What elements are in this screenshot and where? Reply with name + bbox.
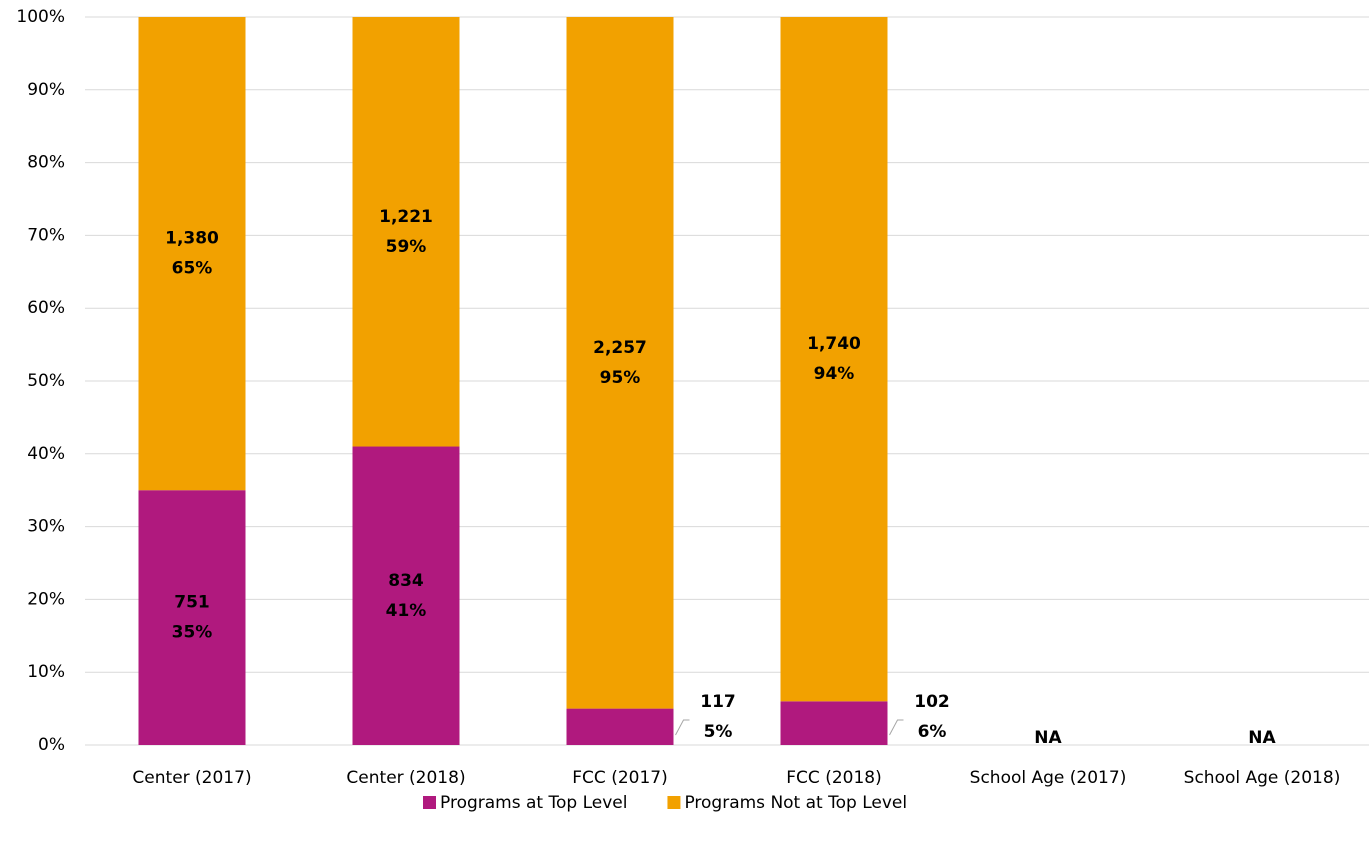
x-tick-label: School Age (2018)	[1184, 768, 1341, 788]
bar-segment	[138, 17, 246, 491]
y-tick-label: 100%	[16, 7, 65, 27]
y-tick-label: 60%	[27, 298, 65, 318]
leader-line	[889, 719, 904, 736]
y-tick-label: 90%	[27, 80, 65, 100]
legend-swatch	[423, 796, 436, 809]
count-label: 834	[388, 571, 424, 591]
y-tick-label: 30%	[27, 517, 65, 537]
y-tick-label: 20%	[27, 589, 65, 609]
value-label: 41%	[386, 601, 427, 621]
count-label: 102	[914, 692, 950, 712]
x-tick-label: FCC (2018)	[786, 768, 881, 788]
count-label: 117	[700, 692, 736, 712]
value-label: 35%	[172, 623, 213, 643]
y-tick-label: 0%	[38, 735, 65, 755]
bar-segment	[352, 446, 460, 745]
value-label: 59%	[386, 237, 427, 257]
bar-segment	[780, 701, 888, 745]
bar-segment	[566, 17, 674, 709]
count-label: 1,380	[165, 229, 219, 249]
count-label: 2,257	[593, 338, 647, 358]
legend-label: Programs Not at Top Level	[684, 793, 907, 813]
value-label: 6%	[918, 722, 947, 742]
y-tick-label: 80%	[27, 153, 65, 173]
y-tick-label: 50%	[27, 371, 65, 391]
value-label: 65%	[172, 259, 213, 279]
y-tick-label: 70%	[27, 225, 65, 245]
count-label: 1,221	[379, 207, 433, 227]
y-tick-label: 40%	[27, 444, 65, 464]
count-label: 751	[174, 593, 210, 613]
x-tick-label: FCC (2017)	[572, 768, 667, 788]
na-label: NA	[1248, 728, 1276, 748]
count-label: 1,740	[807, 334, 861, 354]
bar-segment	[780, 17, 888, 702]
x-tick-label: School Age (2017)	[970, 768, 1127, 788]
na-label: NA	[1034, 728, 1062, 748]
bar-segment	[138, 490, 246, 745]
leader-line	[675, 719, 690, 736]
x-tick-label: Center (2017)	[132, 768, 251, 788]
bar-segment	[566, 708, 674, 745]
y-tick-label: 10%	[27, 662, 65, 682]
value-label: 94%	[814, 364, 855, 384]
bar-segment	[352, 17, 460, 447]
x-tick-label: Center (2018)	[346, 768, 465, 788]
legend-swatch	[667, 796, 681, 809]
value-label: 95%	[600, 368, 641, 388]
value-label: 5%	[704, 722, 733, 742]
legend-label: Programs at Top Level	[440, 793, 627, 813]
